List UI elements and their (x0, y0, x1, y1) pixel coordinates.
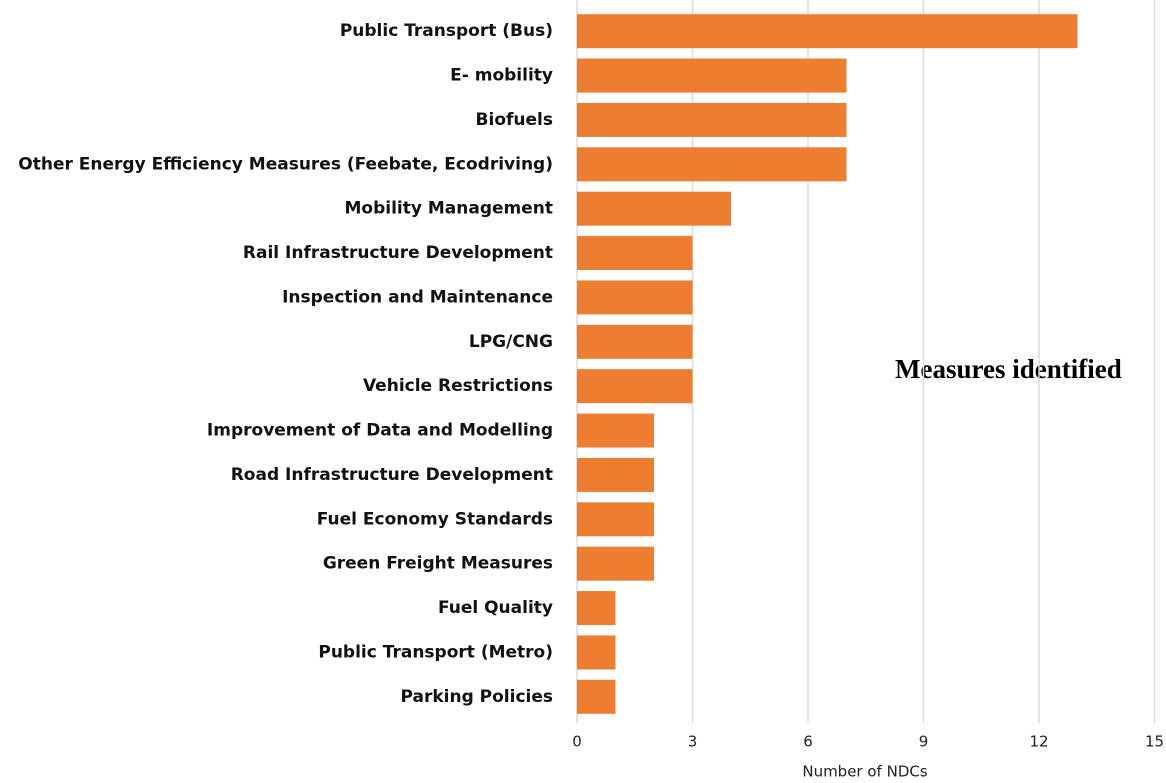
bar (577, 457, 654, 492)
category-label: LPG/CNG (469, 332, 553, 352)
category-label: Public Transport (Metro) (318, 642, 553, 662)
bar (577, 14, 1078, 49)
x-tick-label: 12 (1029, 733, 1048, 751)
category-label: Green Freight Measures (323, 554, 553, 574)
category-label: E- mobility (450, 66, 553, 86)
category-label: Mobility Management (344, 199, 553, 219)
bar (577, 369, 693, 404)
x-tick-label: 15 (1145, 733, 1164, 751)
category-label: Public Transport (Bus) (340, 21, 553, 41)
bar (577, 280, 693, 315)
bar (577, 58, 847, 93)
chart-title: Measures identified (895, 354, 1122, 384)
x-tick-label: 9 (919, 733, 929, 751)
bar (577, 102, 847, 137)
bar (577, 191, 731, 226)
bar (577, 502, 654, 537)
x-tick-label: 0 (572, 733, 582, 751)
bar (577, 635, 616, 670)
bar (577, 679, 616, 714)
bar (577, 413, 654, 448)
category-label: Rail Infrastructure Development (243, 243, 553, 263)
bar (577, 236, 693, 271)
category-label: Improvement of Data and Modelling (207, 421, 553, 441)
category-label: Road Infrastructure Development (231, 465, 553, 485)
x-axis-title: Number of NDCs (802, 763, 927, 781)
bar (577, 546, 654, 581)
x-tick-label: 3 (688, 733, 698, 751)
bar (577, 591, 616, 626)
bar (577, 324, 693, 359)
category-label: Parking Policies (400, 687, 553, 707)
bar (577, 147, 847, 182)
category-label: Fuel Quality (438, 598, 553, 618)
category-label: Fuel Economy Standards (317, 509, 553, 529)
category-label: Biofuels (476, 110, 553, 130)
category-label: Vehicle Restrictions (363, 376, 553, 396)
category-label: Other Energy Efficiency Measures (Feebat… (18, 154, 553, 174)
category-label: Inspection and Maintenance (282, 287, 553, 307)
x-tick-label: 6 (803, 733, 813, 751)
